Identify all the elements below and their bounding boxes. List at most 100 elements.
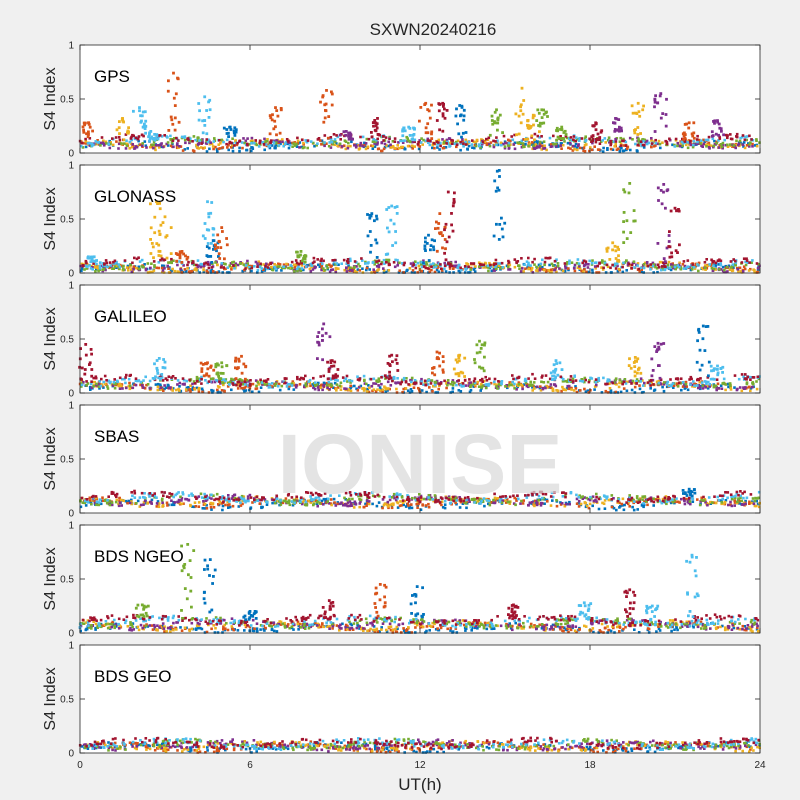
data-point [460, 385, 464, 388]
data-point [210, 271, 213, 274]
data-point [508, 502, 512, 505]
data-point [427, 505, 431, 509]
data-point [189, 270, 192, 273]
data-point [272, 141, 276, 145]
data-point [320, 268, 323, 272]
data-point [349, 266, 352, 269]
data-point [158, 146, 161, 149]
spike-point [462, 108, 466, 112]
data-point [573, 374, 576, 378]
data-point [496, 387, 499, 390]
data-point [397, 141, 400, 144]
data-point [456, 139, 460, 143]
data-point [642, 146, 646, 149]
data-point [312, 376, 315, 380]
data-point [167, 375, 171, 378]
data-point [703, 384, 707, 387]
spike-point [701, 337, 705, 341]
data-point [128, 381, 131, 385]
spike-point [366, 213, 369, 216]
data-point [417, 264, 421, 268]
data-point [359, 141, 363, 145]
data-point [702, 138, 705, 142]
data-point [628, 264, 632, 267]
data-point [402, 503, 405, 507]
data-point [160, 257, 164, 260]
data-point [215, 148, 219, 151]
data-point [80, 141, 84, 145]
data-point [337, 267, 340, 270]
data-point [243, 380, 246, 384]
data-point [609, 390, 612, 394]
data-point [567, 268, 570, 272]
data-point [287, 142, 291, 146]
data-point [121, 387, 124, 390]
data-point [164, 386, 168, 389]
data-point [574, 139, 577, 143]
data-point [530, 136, 533, 139]
data-point [206, 260, 210, 264]
spike-point [149, 252, 153, 255]
data-point [460, 268, 463, 272]
spike-point [692, 121, 696, 125]
data-point [133, 256, 136, 260]
spike-point [295, 250, 298, 254]
data-point [751, 259, 754, 262]
data-point [217, 377, 221, 380]
spike-point [299, 253, 302, 257]
data-point [268, 143, 272, 147]
data-point [413, 381, 417, 384]
data-point [450, 264, 454, 268]
data-point [479, 384, 483, 387]
data-point [726, 145, 730, 148]
data-point [161, 503, 165, 507]
data-point [94, 375, 98, 378]
data-point [284, 142, 287, 146]
data-point [736, 387, 739, 391]
data-point [80, 267, 84, 270]
data-point [715, 387, 719, 390]
data-point [481, 384, 484, 388]
spike-point [203, 119, 207, 122]
data-point [332, 497, 336, 501]
data-point [102, 144, 106, 147]
data-point [530, 269, 533, 272]
data-point [113, 265, 117, 268]
data-point [756, 266, 760, 270]
spike-point [457, 356, 461, 360]
spike-point [211, 233, 215, 237]
data-point [532, 142, 535, 145]
spike-point [395, 354, 399, 358]
data-point [205, 138, 209, 141]
data-point [686, 141, 689, 144]
data-point [420, 137, 423, 140]
data-point [679, 142, 683, 145]
data-point [503, 146, 507, 150]
data-point [659, 383, 663, 386]
spike-peak-point [594, 121, 598, 125]
data-point [492, 145, 496, 149]
data-point [583, 376, 587, 380]
data-point [740, 373, 744, 376]
spike-point [143, 110, 147, 114]
spike-point [118, 120, 121, 123]
data-point [738, 386, 742, 389]
spike-point [321, 95, 325, 99]
spike-peak-point [497, 169, 501, 172]
data-point [85, 267, 89, 270]
spike-point [641, 108, 645, 112]
data-point [673, 265, 677, 269]
data-point [710, 266, 714, 270]
spike-peak-point [84, 343, 88, 346]
data-point [497, 264, 501, 267]
data-point [692, 380, 695, 383]
data-point [176, 270, 179, 273]
data-point [106, 387, 110, 390]
spike-point [401, 129, 404, 133]
data-point [202, 147, 205, 150]
spike-point [457, 359, 461, 363]
data-point [411, 147, 414, 150]
data-point [573, 269, 577, 273]
data-point [248, 265, 251, 269]
data-point [453, 264, 456, 268]
